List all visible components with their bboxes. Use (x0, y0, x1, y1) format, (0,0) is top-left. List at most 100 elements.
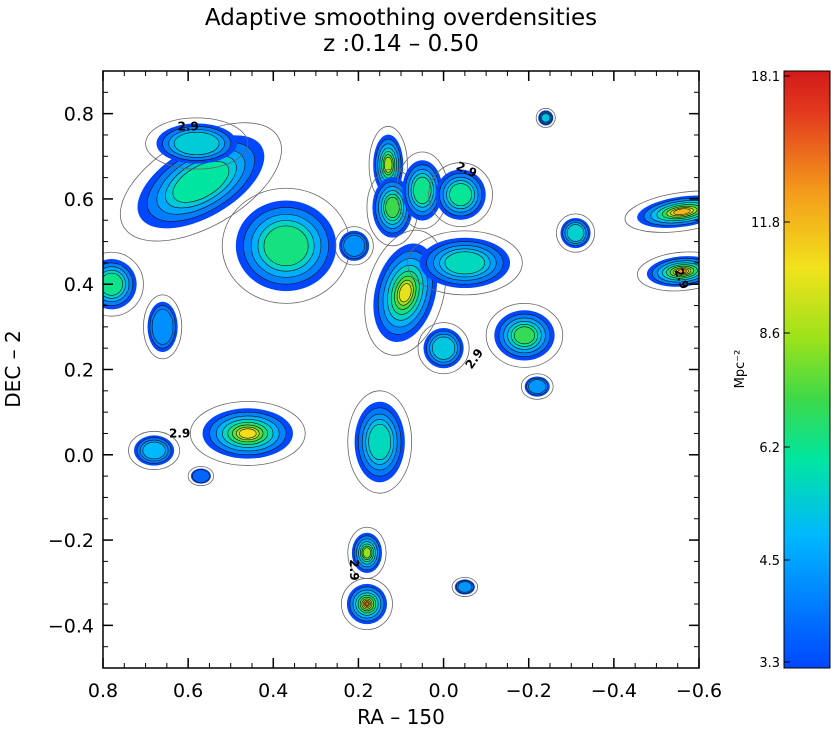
clump-threshold-contour (624, 190, 699, 233)
x-tick-label: 0.4 (258, 680, 288, 702)
clump-threshold-contour (637, 251, 699, 292)
overdensity-clump (366, 168, 419, 247)
colorbar-tick-label: 11.8 (751, 216, 780, 231)
overdensity-clump (555, 213, 596, 253)
clump-density-contour (384, 156, 393, 173)
overdensity-clump (485, 303, 564, 368)
overdensity-clump (535, 107, 556, 128)
overdensity-clump (334, 226, 374, 266)
clump-threshold-contour (406, 230, 523, 296)
clump-density-contour (142, 441, 166, 460)
overdensity-clump (364, 229, 447, 356)
overdensity-clump (221, 187, 351, 304)
clump-threshold-contour (187, 466, 215, 487)
y-tick-label: 0.6 (64, 189, 94, 211)
clump-threshold-contour (145, 117, 249, 170)
overdensity-clump (637, 251, 699, 292)
chart-subtitle: z :0.14 – 0.50 (323, 31, 479, 57)
colorbar-ticks: 18.1 11.8 8.6 6.2 4.5 3.3 (751, 70, 790, 671)
clump-density-contour (566, 224, 585, 242)
clump-density-contour (151, 309, 174, 345)
contour-level-label: 2.9 (178, 120, 199, 134)
x-axis-label: RA – 150 (357, 705, 445, 729)
clump-threshold-contour (189, 401, 306, 466)
x-tick-label: 0.2 (343, 680, 373, 702)
overdensity-clump (428, 162, 493, 228)
chart-title: Adaptive smoothing overdensities (205, 5, 597, 31)
clump-threshold-contour (341, 578, 393, 631)
clump-density-contour (528, 379, 547, 394)
overdensity-clump (347, 390, 413, 494)
colorbar-tick-label: 4.5 (759, 554, 780, 569)
y-tick-label: −0.4 (48, 615, 94, 637)
overdensity-clump (624, 190, 699, 233)
clump-density-contour (673, 208, 691, 216)
y-tick-label: 0.2 (64, 360, 94, 382)
clump-density-contour (365, 602, 369, 606)
clump-density-contour (457, 581, 473, 593)
x-axis-ticks: 0.8 0.6 0.4 0.2 0.0 −0.2 −0.4 −0.6 (88, 71, 722, 702)
clump-threshold-contour (364, 229, 447, 356)
clump-density-contour (449, 183, 472, 207)
clump-threshold-contour (128, 430, 181, 471)
overdensity-clump (128, 430, 181, 471)
y-tick-label: 0.4 (64, 274, 94, 296)
y-tick-label: 0.0 (64, 445, 94, 467)
clump-threshold-contour (535, 107, 556, 128)
clump-density-contour (263, 225, 309, 267)
clump-density-contour (173, 131, 220, 156)
colorbar-gradient (783, 70, 831, 669)
colorbar: 18.1 11.8 8.6 6.2 4.5 3.3 Mpc⁻² (733, 70, 831, 671)
colorbar-unit-label: Mpc⁻² (733, 350, 748, 389)
x-tick-label: 0.8 (88, 680, 118, 702)
overdensity-clump (406, 230, 523, 296)
y-axis-ticks: 0.8 0.6 0.4 0.2 0.0 −0.2 −0.4 (48, 70, 699, 669)
clump-threshold-contour (555, 213, 596, 253)
x-tick-label: −0.2 (506, 680, 552, 702)
colorbar-tick-label: 18.1 (751, 70, 780, 85)
clump-density-contour (413, 176, 432, 205)
colorbar-tick-label: 8.6 (759, 327, 780, 342)
x-tick-label: 0.0 (428, 680, 458, 702)
overdensity-clump (145, 117, 249, 170)
overdensity-clump (103, 251, 144, 317)
overdensity-clump (451, 576, 479, 597)
contour-level-label: 2.9 (169, 427, 190, 441)
overdensity-clump (189, 401, 306, 466)
contour-level-label: 2.9 (347, 559, 361, 580)
clump-threshold-contour (451, 576, 479, 597)
colorbar-tick-label: 3.3 (759, 656, 780, 671)
clump-threshold-contour (347, 390, 413, 494)
clump-density-contour (432, 336, 456, 360)
overdensity-clump (143, 294, 183, 360)
overdensity-clump (187, 466, 215, 487)
x-tick-label: −0.6 (676, 680, 722, 702)
x-tick-label: 0.6 (173, 680, 203, 702)
x-tick-label: −0.4 (591, 680, 637, 702)
clump-threshold-contour (143, 294, 183, 360)
clump-threshold-contour (428, 162, 493, 228)
clump-threshold-contour (485, 303, 564, 368)
clump-density-contour (172, 161, 230, 203)
y-axis-label: DEC – 2 (1, 330, 25, 407)
clump-density-contour (343, 235, 365, 257)
y-tick-label: 0.8 (64, 104, 94, 126)
contour-level-label: 2.9 (671, 266, 691, 291)
overdensity-clump (520, 373, 554, 400)
clump-density-contour (513, 326, 535, 345)
clump-density-contour (399, 283, 412, 303)
clump-density-contour (541, 113, 551, 123)
clump-density-contour (192, 469, 210, 483)
clump-threshold-contour (417, 322, 470, 375)
clump-density-contour (444, 251, 486, 275)
overdensity-clump (417, 322, 470, 375)
plot-area: 2.92.92.92.92.92.9 0.8 0.6 0.4 0.2 0.0 −0.2 −0… (48, 70, 722, 702)
clump-threshold-contour (520, 373, 554, 400)
clump-density-contour (239, 428, 257, 439)
overdensity-clump (341, 578, 393, 631)
colorbar-tick-label: 6.2 (759, 441, 780, 456)
clump-density-contour (362, 547, 372, 559)
y-tick-label: −0.2 (48, 530, 94, 552)
overdensity-clump (396, 151, 449, 230)
